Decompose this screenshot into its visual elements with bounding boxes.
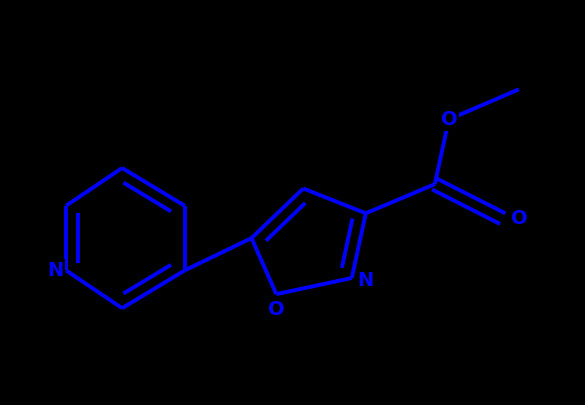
Text: O: O	[441, 110, 457, 129]
Text: N: N	[47, 261, 64, 280]
Text: O: O	[511, 209, 528, 228]
Text: N: N	[357, 271, 373, 290]
Text: O: O	[268, 300, 285, 319]
